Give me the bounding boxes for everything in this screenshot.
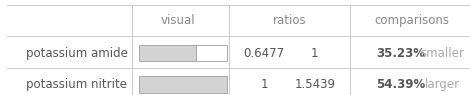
Text: potassium amide: potassium amide bbox=[25, 47, 127, 60]
Bar bbox=[139, 76, 227, 93]
Bar bbox=[196, 45, 227, 61]
Text: 54.39%: 54.39% bbox=[376, 78, 425, 91]
Text: smaller: smaller bbox=[420, 47, 464, 60]
Text: 1: 1 bbox=[311, 47, 319, 60]
Text: comparisons: comparisons bbox=[375, 14, 450, 27]
Bar bbox=[139, 45, 196, 61]
Text: 35.23%: 35.23% bbox=[376, 47, 425, 60]
Text: 1: 1 bbox=[260, 78, 268, 91]
Text: visual: visual bbox=[161, 14, 196, 27]
Text: ratios: ratios bbox=[273, 14, 306, 27]
Text: larger: larger bbox=[424, 78, 460, 91]
Text: 1.5439: 1.5439 bbox=[294, 78, 336, 91]
Text: potassium nitrite: potassium nitrite bbox=[26, 78, 127, 91]
Text: 0.6477: 0.6477 bbox=[243, 47, 284, 60]
